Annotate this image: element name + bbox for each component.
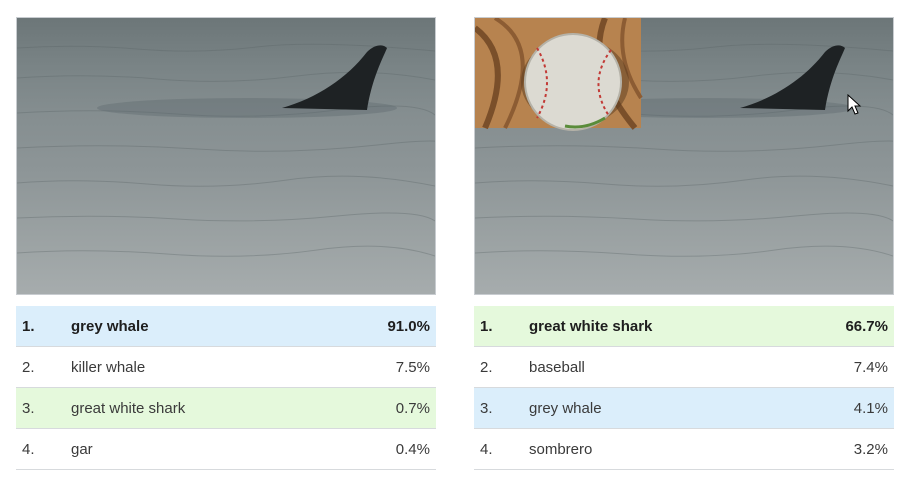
water-scene xyxy=(475,18,893,257)
rank: 1. xyxy=(22,317,35,335)
rank: 4. xyxy=(22,440,35,458)
confidence: 0.7% xyxy=(395,399,430,417)
confidence: 7.5% xyxy=(395,358,430,376)
dorsal-fin xyxy=(282,45,387,110)
prediction-row: 4. gar 0.4% xyxy=(16,429,436,470)
mouse-cursor-icon xyxy=(847,94,862,115)
prediction-row: 1. great white shark 66.7% xyxy=(474,306,894,347)
rank: 2. xyxy=(480,358,493,376)
predictions-list: 1. great white shark 66.7% 2. baseball 7… xyxy=(474,306,894,470)
class-label: baseball xyxy=(529,358,585,376)
class-label: grey whale xyxy=(529,399,602,417)
class-label: grey whale xyxy=(71,317,149,335)
rank: 4. xyxy=(480,440,493,458)
right-panel: 1. great white shark 66.7% 2. baseball 7… xyxy=(474,17,894,470)
confidence: 3.2% xyxy=(853,440,888,458)
prediction-row: 4. sombrero 3.2% xyxy=(474,429,894,470)
rank: 2. xyxy=(22,358,35,376)
class-label: killer whale xyxy=(71,358,146,376)
confidence: 0.4% xyxy=(395,440,430,458)
class-label: sombrero xyxy=(529,440,593,458)
rank: 1. xyxy=(480,317,493,335)
prediction-row: 1. grey whale 91.0% xyxy=(16,306,436,347)
dorsal-fin xyxy=(740,45,845,110)
baseball-patch xyxy=(475,18,643,131)
class-label: great white shark xyxy=(529,317,653,335)
confidence: 66.7% xyxy=(845,317,888,335)
prediction-row: 2. killer whale 7.5% xyxy=(16,347,436,388)
left-panel: 1. grey whale 91.0% 2. killer whale 7.5%… xyxy=(16,17,436,470)
original-image xyxy=(16,17,436,295)
baseball-icon xyxy=(525,34,621,130)
confidence: 7.4% xyxy=(853,358,888,376)
prediction-row: 2. baseball 7.4% xyxy=(474,347,894,388)
confidence: 4.1% xyxy=(853,399,888,417)
predictions-list: 1. grey whale 91.0% 2. killer whale 7.5%… xyxy=(16,306,436,470)
class-label: great white shark xyxy=(71,399,186,417)
patched-image xyxy=(474,17,894,295)
prediction-row: 3. great white shark 0.7% xyxy=(16,388,436,429)
prediction-row: 3. grey whale 4.1% xyxy=(474,388,894,429)
water-scene xyxy=(17,43,435,257)
rank: 3. xyxy=(480,399,493,417)
confidence: 91.0% xyxy=(387,317,430,335)
rank: 3. xyxy=(22,399,35,417)
class-label: gar xyxy=(71,440,93,458)
